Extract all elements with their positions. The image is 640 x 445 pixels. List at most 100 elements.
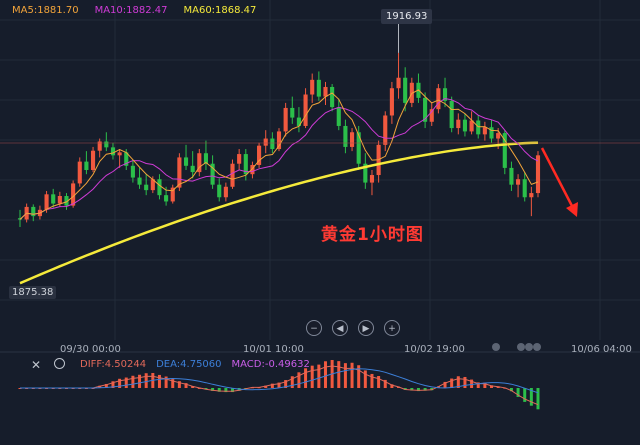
- candle-body: [71, 183, 76, 206]
- dif-line: [20, 365, 539, 406]
- ma5-legend: MA5:1881.70: [12, 5, 79, 16]
- macd-bar: [310, 365, 314, 388]
- candle-body: [57, 196, 62, 204]
- macd-bar: [443, 381, 447, 388]
- macd-value-legend: MACD:-0.49632: [231, 359, 310, 370]
- macd-bar: [131, 375, 135, 388]
- candle-body: [529, 193, 534, 198]
- prev-button[interactable]: ◀: [332, 320, 348, 336]
- candle-body: [509, 167, 514, 185]
- ma60-line: [19, 141, 539, 285]
- candle-body: [230, 163, 235, 187]
- candle-body: [257, 145, 262, 165]
- macd-bar: [456, 376, 460, 388]
- candle-body: [144, 184, 149, 191]
- macd-bar: [536, 388, 540, 410]
- macd-bar: [470, 379, 474, 388]
- macd-bar: [423, 388, 427, 391]
- zoom-out-button[interactable]: −: [306, 320, 322, 336]
- candle-body: [310, 79, 315, 95]
- macd-bar: [523, 388, 527, 402]
- ma60-legend: MA60:1868.47: [183, 5, 257, 16]
- candle-body: [469, 120, 474, 132]
- candle-body: [77, 161, 82, 184]
- nav-dot-3[interactable]: [525, 343, 533, 351]
- macd-bar: [323, 361, 327, 388]
- candle-body: [369, 175, 375, 183]
- candle-body: [496, 133, 501, 139]
- candle-body: [117, 152, 122, 156]
- ma5-line: [19, 89, 539, 220]
- candle-body: [383, 115, 388, 145]
- candle-body: [137, 177, 142, 185]
- macd-group: [18, 360, 540, 410]
- macd-bar: [118, 378, 122, 388]
- macd-bar: [383, 379, 387, 388]
- macd-bar: [416, 388, 420, 392]
- zoom-in-button[interactable]: +: [384, 320, 400, 336]
- eye-icon[interactable]: [54, 358, 65, 369]
- macd-bar: [197, 387, 201, 389]
- macd-bar: [217, 388, 221, 392]
- candle-body: [436, 88, 441, 110]
- grid-lines: [0, 0, 640, 353]
- dif-legend: DIFF:4.50244: [80, 359, 147, 370]
- candle-body: [489, 127, 494, 139]
- candle-body: [396, 77, 401, 89]
- candle-body: [164, 195, 169, 202]
- dea-legend: DEA:4.75060: [156, 359, 222, 370]
- nav-dot-4[interactable]: [533, 343, 541, 351]
- macd-bar: [410, 388, 414, 391]
- candle-body: [296, 117, 301, 126]
- macd-bar: [290, 376, 294, 388]
- candle-body: [197, 153, 202, 173]
- overlay-group: [0, 24, 640, 217]
- candle-body: [84, 161, 89, 170]
- candle-body: [243, 154, 248, 175]
- macd-bar: [350, 362, 354, 388]
- macd-bar: [483, 382, 487, 388]
- candle-body: [223, 186, 228, 198]
- macd-bar: [357, 365, 361, 388]
- macd-bar: [430, 388, 434, 391]
- macd-bar: [171, 379, 175, 388]
- candle-body: [349, 132, 355, 147]
- candle-body: [456, 119, 461, 129]
- candle-body: [343, 125, 348, 147]
- candle-body: [323, 86, 328, 97]
- candle-body: [250, 164, 255, 175]
- macd-bar: [211, 388, 215, 391]
- candle-body: [150, 179, 155, 191]
- candle-body: [276, 131, 282, 150]
- ma10-legend: MA10:1882.47: [94, 5, 168, 16]
- candle-body: [157, 179, 162, 196]
- candle-body: [31, 206, 36, 217]
- down-arrow-line: [540, 147, 574, 207]
- candle-body: [90, 150, 96, 170]
- macd-bar: [264, 385, 268, 388]
- macd-bar: [124, 377, 128, 388]
- macd-bar: [377, 376, 381, 388]
- candle-body: [290, 107, 295, 118]
- nav-dot-1[interactable]: [492, 343, 500, 351]
- candle-body: [316, 79, 321, 97]
- close-icon[interactable]: ✕: [31, 358, 42, 372]
- macd-bar: [509, 388, 513, 392]
- candle-body: [183, 157, 189, 166]
- macd-bar: [370, 373, 374, 388]
- candle-body: [423, 97, 428, 122]
- candle-body: [190, 165, 195, 173]
- ma-lines-group: [19, 89, 539, 285]
- macd-bar: [476, 382, 480, 388]
- macd-bar: [450, 378, 454, 388]
- nav-dot-2[interactable]: [517, 343, 525, 351]
- macd-bar: [144, 373, 148, 388]
- macd-bar: [191, 386, 195, 388]
- macd-bar: [111, 381, 115, 388]
- candle-body: [502, 133, 507, 168]
- candle-body: [203, 153, 209, 164]
- next-button[interactable]: ▶: [358, 320, 374, 336]
- candle-body: [177, 157, 182, 188]
- candle-body: [44, 194, 49, 210]
